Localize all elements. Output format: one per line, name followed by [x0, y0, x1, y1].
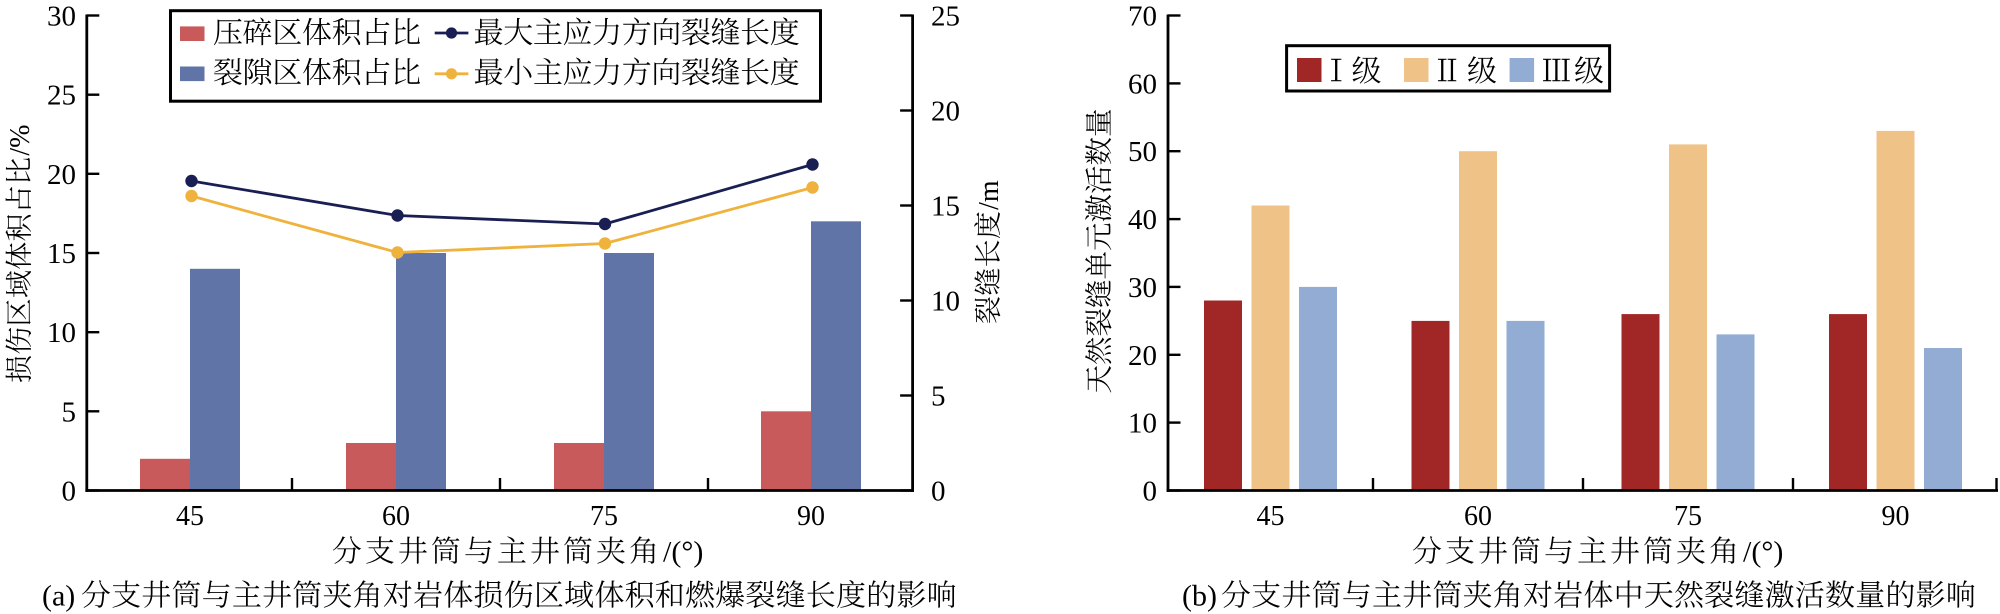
svg-text:60: 60: [1464, 501, 1492, 532]
svg-text:/%: /%: [5, 124, 36, 155]
svg-text:45: 45: [176, 501, 204, 532]
svg-text:20: 20: [47, 159, 76, 191]
svg-text:10: 10: [47, 317, 76, 349]
svg-text:30: 30: [1128, 272, 1157, 304]
svg-text:0: 0: [931, 476, 946, 508]
svg-text:(b): (b): [1182, 580, 1217, 613]
svg-text:20: 20: [1128, 340, 1157, 372]
svg-text:0: 0: [62, 476, 77, 508]
svg-text:60: 60: [1128, 68, 1157, 100]
svg-text:/(°): /(°): [1743, 536, 1783, 569]
svg-text:10: 10: [1128, 408, 1157, 440]
svg-text:25: 25: [931, 1, 960, 33]
svg-text:15: 15: [931, 191, 960, 223]
svg-text:/m: /m: [974, 180, 1005, 210]
svg-text:70: 70: [1128, 1, 1157, 33]
svg-text:25: 25: [47, 80, 76, 112]
svg-text:75: 75: [590, 501, 618, 532]
svg-text:45: 45: [1257, 501, 1285, 532]
svg-text:(a): (a): [42, 580, 75, 613]
svg-text:90: 90: [797, 501, 825, 532]
svg-text:60: 60: [382, 501, 410, 532]
svg-text:5: 5: [62, 396, 77, 428]
svg-text:20: 20: [931, 96, 960, 128]
svg-text:15: 15: [47, 238, 76, 270]
svg-text:30: 30: [47, 1, 76, 33]
svg-text:40: 40: [1128, 204, 1157, 236]
svg-text:10: 10: [931, 286, 960, 318]
svg-text:5: 5: [931, 381, 946, 413]
svg-text:90: 90: [1882, 501, 1910, 532]
svg-text:75: 75: [1674, 501, 1702, 532]
svg-text:0: 0: [1143, 476, 1158, 508]
svg-text:50: 50: [1128, 136, 1157, 168]
svg-text:/(°): /(°): [663, 536, 703, 569]
